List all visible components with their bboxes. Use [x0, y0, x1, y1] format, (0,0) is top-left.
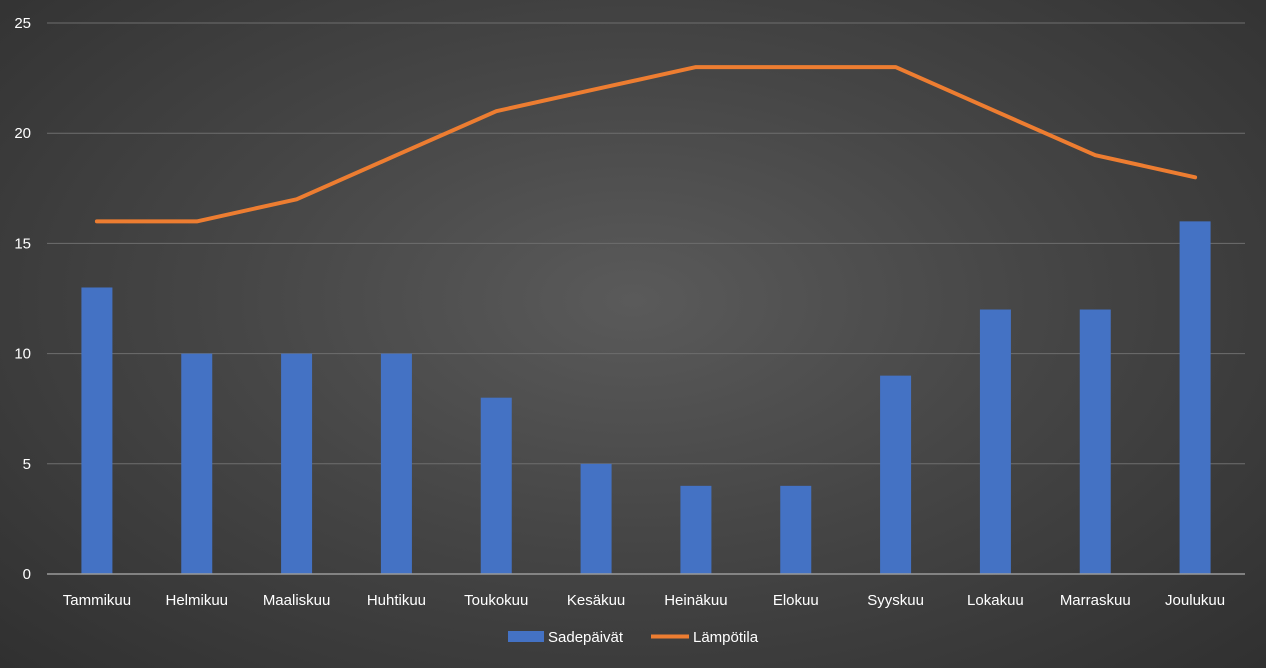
bar	[880, 375, 912, 574]
y-tick-label: 5	[23, 456, 31, 473]
bar	[181, 353, 213, 574]
legend-label-bar: Sadepäivät	[548, 629, 624, 646]
x-tick-label: Marraskuu	[1060, 592, 1131, 609]
y-tick-label: 0	[23, 566, 31, 583]
bar	[1179, 221, 1211, 575]
y-tick-label: 25	[14, 15, 31, 32]
bar	[480, 397, 512, 574]
y-tick-label: 10	[14, 346, 31, 363]
bar-series	[81, 221, 1211, 575]
legend-label-line: Lämpötila	[693, 629, 759, 646]
x-tick-label: Huhtikuu	[367, 592, 426, 609]
x-tick-label: Elokuu	[773, 592, 819, 609]
bar	[81, 287, 113, 574]
x-tick-label: Toukokuu	[464, 592, 528, 609]
bar	[580, 463, 612, 574]
bar	[680, 485, 712, 574]
y-axis: 0 5 10 15 20 25	[14, 15, 31, 583]
legend-swatch-bar	[508, 631, 544, 642]
y-tick-label: 15	[14, 235, 31, 252]
bar	[1079, 309, 1111, 574]
x-tick-label: Helmikuu	[165, 592, 228, 609]
legend: Sadepäivät Lämpötila	[508, 629, 759, 646]
x-tick-label: Syyskuu	[867, 592, 924, 609]
x-tick-label: Tammikuu	[63, 592, 131, 609]
x-tick-label: Maaliskuu	[263, 592, 331, 609]
bar	[281, 353, 313, 574]
bar	[380, 353, 412, 574]
line-series-path	[94, 65, 1198, 224]
x-tick-label: Kesäkuu	[567, 592, 625, 609]
grid-lines	[47, 22, 1245, 465]
y-tick-label: 20	[14, 125, 31, 142]
x-tick-label: Lokakuu	[967, 592, 1024, 609]
x-tick-label: Joulukuu	[1165, 592, 1225, 609]
bar	[979, 309, 1011, 574]
x-axis: Tammikuu Helmikuu Maaliskuu Huhtikuu Toukoku…	[63, 592, 1225, 609]
x-tick-label: Heinäkuu	[664, 592, 727, 609]
bar	[780, 485, 812, 574]
